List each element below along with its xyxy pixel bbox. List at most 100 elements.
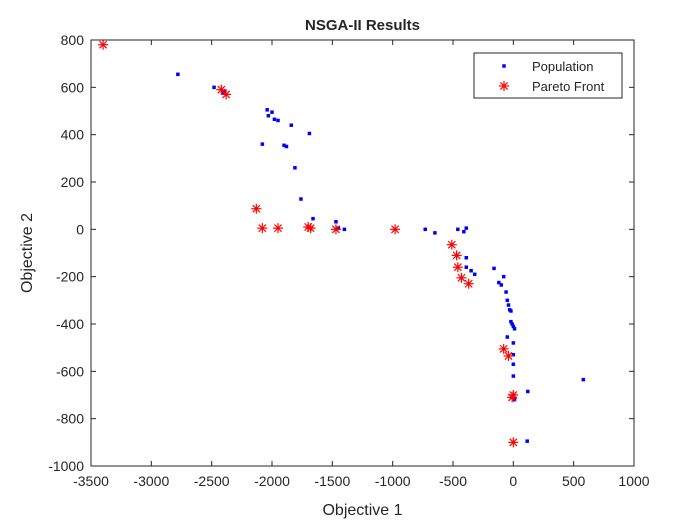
- x-tick-label: 0: [509, 473, 517, 489]
- y-tick-label: -800: [56, 411, 84, 427]
- population-point: [511, 353, 516, 357]
- population-point: [299, 197, 303, 201]
- population-point: [511, 341, 516, 345]
- population-point: [284, 144, 289, 149]
- pareto-point: [451, 250, 462, 261]
- population-point: [334, 220, 338, 224]
- y-tick-label: -400: [56, 316, 84, 332]
- population-point: [282, 143, 286, 148]
- population-point: [511, 324, 516, 329]
- population-point: [307, 131, 312, 136]
- x-tick-label: -500: [439, 473, 467, 489]
- population-point: [212, 85, 216, 90]
- population-point: [505, 335, 510, 339]
- population-point: [504, 290, 508, 294]
- population-point: [525, 439, 529, 443]
- population-point: [492, 266, 496, 271]
- data-marks: [98, 39, 586, 448]
- legend-marker: [502, 64, 506, 68]
- population-point: [512, 326, 517, 331]
- legend-box: [473, 52, 623, 99]
- y-tick-label: 600: [61, 79, 85, 95]
- pareto-point: [390, 224, 401, 235]
- population-point: [266, 113, 271, 118]
- pareto-point: [257, 223, 268, 234]
- population-point: [501, 274, 506, 279]
- x-tick-label: -3000: [133, 473, 169, 489]
- population-point: [509, 309, 513, 313]
- population-point: [464, 255, 469, 260]
- legend: Population Pareto Front: [473, 52, 623, 99]
- x-tick-label: 500: [562, 473, 586, 489]
- pareto-point: [330, 224, 341, 235]
- population-point: [581, 377, 586, 382]
- population-point: [433, 231, 437, 235]
- x-tick-label: 1000: [618, 473, 649, 489]
- pareto-point: [251, 203, 262, 214]
- population-point: [289, 123, 294, 127]
- population-point: [423, 227, 427, 232]
- legend-marker: [499, 81, 509, 91]
- x-tick-label: -1000: [375, 473, 411, 489]
- y-tick-label: 400: [61, 127, 85, 143]
- population-point: [499, 283, 504, 287]
- x-tick-label: -2500: [194, 473, 230, 489]
- axis-ticks: -3500 -3000 -2500 -2000 -1500 -1000 -500 0 500 10…: [48, 32, 650, 489]
- x-axis-label: Objective 1: [322, 502, 402, 519]
- y-tick-label: -1000: [48, 458, 84, 474]
- legend-label: Pareto Front: [532, 79, 605, 94]
- population-point: [526, 389, 530, 394]
- population-point: [506, 303, 511, 307]
- pareto-point: [498, 343, 509, 354]
- population-point: [272, 117, 277, 122]
- y-tick-label: -200: [56, 269, 84, 285]
- pareto-point: [273, 223, 284, 234]
- legend-label: Population: [532, 59, 593, 74]
- population-point: [464, 265, 469, 269]
- population-point: [511, 374, 516, 378]
- population-point: [469, 269, 473, 273]
- y-tick-label: 0: [76, 221, 84, 237]
- pareto-point: [507, 392, 518, 403]
- population-point: [270, 110, 274, 114]
- plot-frame: [90, 39, 635, 467]
- pareto-point: [456, 272, 467, 283]
- chart-title: NSGA-II Results: [305, 17, 420, 34]
- population-point: [176, 72, 180, 77]
- x-tick-label: -2000: [254, 473, 290, 489]
- pareto-point: [452, 262, 463, 273]
- pareto-point: [221, 89, 232, 100]
- y-tick-label: -600: [56, 363, 84, 379]
- pareto-point: [503, 350, 514, 361]
- y-tick-label: 200: [61, 174, 85, 190]
- population-point: [260, 142, 265, 146]
- pareto-point: [508, 437, 519, 448]
- population-point: [509, 319, 513, 324]
- population-point: [311, 216, 315, 221]
- population-point: [510, 322, 514, 326]
- population-point: [293, 166, 297, 170]
- population-point: [497, 280, 501, 285]
- population-point: [511, 362, 516, 366]
- population-point: [276, 118, 280, 123]
- population-point: [265, 108, 269, 112]
- x-tick-label: -1500: [314, 473, 350, 489]
- y-axis-label: Objective 2: [19, 213, 36, 293]
- pareto-point: [305, 223, 316, 234]
- y-tick-label: 800: [61, 32, 85, 48]
- population-point: [342, 227, 347, 232]
- series-asterisk: [98, 39, 519, 448]
- pareto-point: [446, 239, 457, 250]
- x-tick-label: -3500: [73, 473, 109, 489]
- population-point: [464, 226, 469, 230]
- population-point: [472, 272, 477, 277]
- population-point: [505, 298, 510, 303]
- population-point: [456, 227, 460, 232]
- plot-background: [91, 40, 634, 466]
- population-point: [336, 226, 341, 230]
- pareto-point: [98, 39, 109, 50]
- population-point: [462, 229, 466, 234]
- series-point: [176, 72, 586, 443]
- pareto-point: [463, 278, 474, 289]
